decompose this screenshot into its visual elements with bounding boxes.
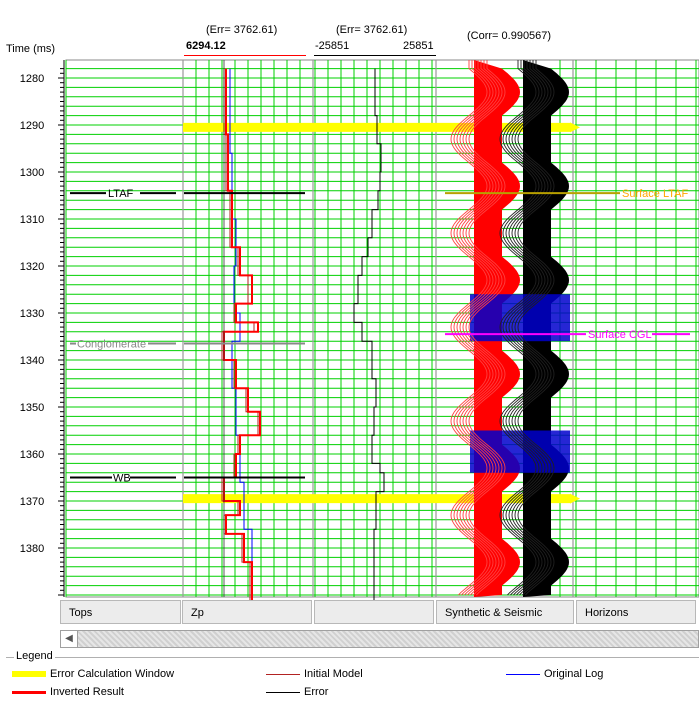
horizon-label-ltaf: Surface LTAF bbox=[622, 188, 689, 200]
top-label-ltaf: LTAF bbox=[108, 188, 134, 200]
correlation-label: (Corr= 0.990567) bbox=[467, 30, 552, 42]
tab-synthetic-seismic[interactable]: Synthetic & Seismic bbox=[436, 600, 574, 624]
zp-error-label: (Err= 3762.61) bbox=[206, 24, 278, 36]
synthetic-trace bbox=[459, 60, 497, 596]
tab-tops[interactable]: Tops bbox=[60, 600, 181, 624]
legend: Legend Error Calculation Window Inverted… bbox=[6, 650, 699, 710]
seismic-trace bbox=[502, 60, 540, 596]
time-axis-label: Time (ms) bbox=[6, 43, 56, 55]
seismic-trace bbox=[505, 60, 543, 596]
horizon-label-cgl: Surface CGL bbox=[588, 329, 652, 341]
top-label-wb: WB bbox=[113, 473, 131, 485]
time-axis: 1280 1290 1300 1310 1320 1330 1340 1350 1360 1370… bbox=[20, 59, 699, 598]
track-tab-bar: Tops Zp Synthetic & Seismic Horizons bbox=[60, 600, 699, 626]
zp-scale-value: 6294.12 bbox=[186, 40, 226, 52]
horizontal-scrollbar[interactable]: ◀ bbox=[60, 630, 699, 648]
time-tick-label: 1370 bbox=[20, 496, 44, 508]
time-tick-label: 1300 bbox=[20, 167, 44, 179]
trace-trough-fill bbox=[470, 430, 570, 473]
log-curves bbox=[221, 60, 385, 600]
synthetic-trace bbox=[450, 60, 488, 596]
top-label-conglomerate: Conglomerate bbox=[77, 339, 146, 351]
scroll-left-arrow-icon[interactable]: ◀ bbox=[61, 631, 78, 647]
error-window-arrow-icon bbox=[570, 122, 580, 133]
error-scale-min: -25851 bbox=[315, 40, 350, 52]
error-window-arrow-icon bbox=[570, 493, 580, 504]
seismic-trace bbox=[517, 60, 555, 596]
error-scale-line bbox=[314, 55, 436, 56]
time-tick-label: 1310 bbox=[20, 214, 44, 226]
error-error-label: (Err= 3762.61) bbox=[336, 24, 408, 36]
top-markers: LTAF Conglomerate WB Surface LTAF Surface CG… bbox=[70, 188, 690, 485]
legend-item-error-window: Error Calculation Window bbox=[12, 668, 174, 680]
synthetic-trace bbox=[456, 60, 494, 596]
legend-item-initial-model: Initial Model bbox=[266, 668, 363, 680]
legend-title: Legend bbox=[14, 650, 55, 662]
grid bbox=[65, 60, 699, 597]
legend-item-error: Error bbox=[266, 686, 328, 698]
legend-item-inverted-result: Inverted Result bbox=[12, 686, 124, 698]
legend-item-original-log: Original Log bbox=[506, 668, 603, 680]
seismic-trace bbox=[511, 60, 549, 596]
tab-horizons[interactable]: Horizons bbox=[576, 600, 696, 624]
original-log-curve bbox=[229, 68, 253, 600]
seismic-trace bbox=[508, 60, 546, 596]
synthetic-trace bbox=[465, 60, 503, 596]
time-tick-label: 1290 bbox=[20, 120, 44, 132]
seismic-trace bbox=[499, 60, 537, 596]
error-curve bbox=[353, 68, 385, 600]
legend-swatch bbox=[12, 690, 46, 694]
tab-error[interactable] bbox=[314, 600, 434, 624]
time-tick-label: 1280 bbox=[20, 73, 44, 85]
inverted-result-curve bbox=[223, 68, 261, 600]
time-tick-label: 1330 bbox=[20, 308, 44, 320]
synthetic-trace bbox=[468, 60, 506, 596]
time-tick-label: 1340 bbox=[20, 355, 44, 367]
well-log-plot: 1280 1290 1300 1310 1320 1330 1340 1350 1360 1370… bbox=[20, 59, 699, 600]
plot-frame bbox=[65, 59, 699, 598]
legend-swatch bbox=[506, 673, 540, 675]
synthetic-trace bbox=[462, 60, 500, 596]
legend-swatch bbox=[266, 691, 300, 693]
time-tick-label: 1360 bbox=[20, 449, 44, 461]
error-scale-max: 25851 bbox=[403, 40, 434, 52]
tab-zp[interactable]: Zp bbox=[182, 600, 312, 624]
seismic-trace bbox=[514, 60, 552, 596]
time-tick-label: 1380 bbox=[20, 543, 44, 555]
zp-scale-line bbox=[184, 55, 306, 56]
legend-swatch bbox=[12, 671, 46, 678]
time-tick-label: 1350 bbox=[20, 402, 44, 414]
synthetic-trace bbox=[453, 60, 491, 596]
time-tick-label: 1320 bbox=[20, 261, 44, 273]
legend-swatch bbox=[266, 673, 300, 675]
